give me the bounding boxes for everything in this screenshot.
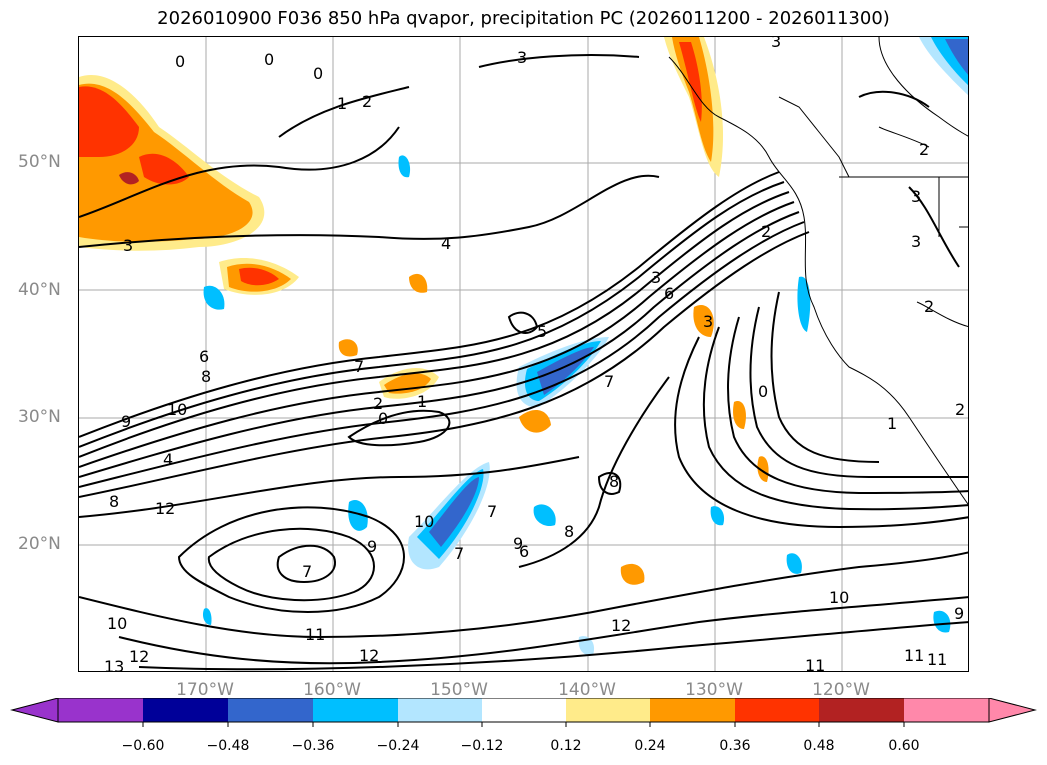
contour-label: 7 — [487, 502, 497, 521]
contour-label: 11 — [904, 646, 924, 665]
contour-label: 0 — [175, 52, 185, 71]
colorbar-tick-label: −0.12 — [460, 738, 504, 754]
precip-positive-areas — [79, 37, 769, 585]
contour-label: 2 — [373, 394, 383, 413]
contour-label: 9 — [513, 534, 523, 553]
colorbar-ticks — [142, 722, 905, 727]
contour-label: 10 — [829, 588, 849, 607]
contour-label: 1 — [337, 94, 347, 113]
contour-label: 12 — [611, 616, 631, 635]
colorbar-bin — [482, 698, 566, 722]
colorbar-bin — [819, 698, 904, 722]
coastlines — [668, 37, 968, 506]
contour-label: 8 — [201, 367, 211, 386]
contour-label: 12 — [155, 499, 175, 518]
colorbar-bin — [735, 698, 819, 722]
contour-label: 1 — [417, 392, 427, 411]
contour-label: 11 — [927, 650, 947, 669]
contour-label: 6 — [664, 284, 674, 303]
contour-label: 0 — [378, 409, 388, 428]
colorbar-bin — [228, 698, 313, 722]
contour-label: 9 — [367, 537, 377, 556]
contour-label: 11 — [305, 625, 325, 644]
colorbar-tick-label: 0.12 — [550, 738, 582, 754]
colorbar-bin — [143, 698, 228, 722]
map-panel: 0 0 0 1 2 3 3 4 3 2 3 2 3 3 2 6 8 9 10 7… — [78, 36, 969, 672]
contour-label: 0 — [313, 64, 323, 83]
contour-label: 8 — [109, 492, 119, 511]
colorbar-bin — [566, 698, 650, 722]
colorbar-over-arrow — [988, 698, 1037, 723]
contour-lines — [79, 54, 968, 671]
contour-label: 3 — [517, 48, 527, 67]
lat-label-30n: 30°N — [18, 407, 61, 427]
colorbar-bin — [650, 698, 735, 722]
contour-label: 10 — [167, 400, 187, 419]
map-svg: 0 0 0 1 2 3 3 4 3 2 3 2 3 3 2 6 8 9 10 7… — [79, 37, 968, 672]
colorbar-tick-label: 0.24 — [634, 738, 666, 754]
contour-label: 7 — [302, 562, 312, 581]
contour-label: 7 — [454, 544, 464, 563]
lat-label-40n: 40°N — [18, 280, 61, 300]
colorbar-under-arrow — [10, 698, 59, 723]
contour-label: 7 — [604, 372, 614, 391]
colorbar-tick-label: 0.48 — [803, 738, 835, 754]
lon-label-130w: 130°W — [685, 680, 743, 700]
contour-label: 12 — [359, 646, 379, 665]
lon-label-140w: 140°W — [558, 680, 616, 700]
contour-label: 8 — [564, 522, 574, 541]
colorbar-tick-label: −0.48 — [206, 738, 250, 754]
contour-label: 8 — [609, 472, 619, 491]
contour-label: 3 — [703, 312, 713, 331]
contour-label: 2 — [362, 92, 372, 111]
contour-label-group: 0 0 0 1 2 3 3 4 3 2 3 2 3 3 2 6 8 9 10 7… — [104, 37, 965, 672]
colorbar-bin — [58, 698, 143, 722]
contour-label: 2 — [919, 140, 929, 159]
colorbar-tick-label: −0.60 — [121, 738, 165, 754]
contour-label: 2 — [924, 297, 934, 316]
contour-label: 4 — [163, 450, 173, 469]
lon-label-150w: 150°W — [430, 680, 488, 700]
contour-label: 5 — [537, 322, 547, 341]
contour-label: 13 — [104, 657, 124, 672]
lon-label-120w: 120°W — [812, 680, 870, 700]
lat-label-50n: 50°N — [18, 152, 61, 172]
contour-label: 3 — [123, 236, 133, 255]
contour-label: 6 — [199, 347, 209, 366]
lon-label-170w: 170°W — [176, 680, 234, 700]
contour-label: 9 — [954, 604, 964, 623]
precip-negative-areas — [202, 37, 968, 656]
contour-label: 0 — [264, 50, 274, 69]
contour-label: 3 — [651, 268, 661, 287]
lon-label-160w: 160°W — [303, 680, 361, 700]
colorbar-bin — [904, 698, 989, 722]
contour-label: 7 — [354, 357, 364, 376]
contour-label: 1 — [887, 414, 897, 433]
colorbar-tick-label: 0.36 — [719, 738, 751, 754]
colorbar-tick-label: 0.60 — [888, 738, 920, 754]
map-title: 2026010900 F036 850 hPa qvapor, precipit… — [157, 8, 890, 29]
contour-label: 10 — [414, 512, 434, 531]
contour-label: 6 — [519, 542, 529, 561]
contour-label: 3 — [911, 187, 921, 206]
contour-label: 0 — [758, 382, 768, 401]
contour-label: 2 — [955, 400, 965, 419]
contour-label: 2 — [761, 222, 771, 241]
colorbar-tick-label: −0.36 — [291, 738, 335, 754]
graticule — [79, 37, 968, 671]
colorbar-bin — [398, 698, 482, 722]
contour-label: 3 — [911, 232, 921, 251]
colorbar — [10, 698, 1037, 727]
contour-label: 3 — [771, 37, 781, 51]
colorbar-bin — [313, 698, 398, 722]
contour-label: 4 — [441, 234, 451, 253]
contour-label: 12 — [129, 647, 149, 666]
colorbar-outline — [57, 698, 990, 723]
contour-label: 11 — [805, 656, 825, 672]
colorbar-tick-label: −0.24 — [376, 738, 420, 754]
contour-label: 9 — [121, 412, 131, 431]
lat-label-20n: 20°N — [18, 534, 61, 554]
contour-label: 10 — [107, 614, 127, 633]
